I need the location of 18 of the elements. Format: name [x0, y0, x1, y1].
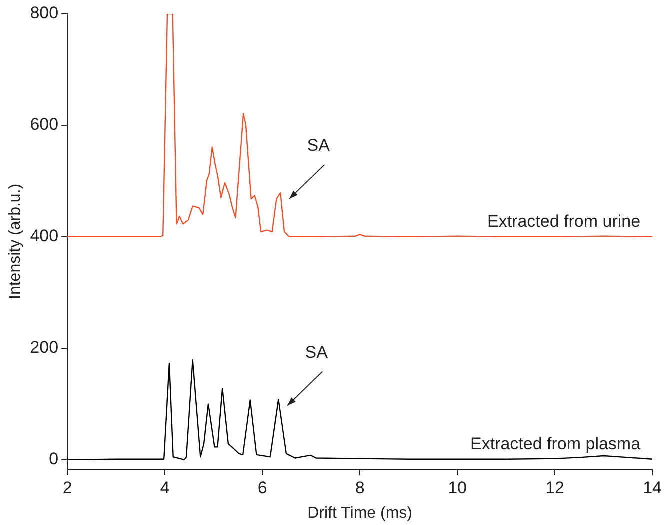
y-tick-label: 600	[30, 115, 59, 134]
x-tick-label: 10	[448, 478, 468, 498]
y-tick-label: 800	[30, 4, 59, 23]
y-tick-label: 400	[30, 226, 59, 246]
series-label: Extracted from urine	[487, 212, 641, 232]
y-axis-title: Intensity (arb.u.)	[7, 184, 24, 300]
x-tick-label: 6	[258, 478, 268, 498]
y-tick-label: 200	[30, 338, 59, 358]
annotation: SA	[305, 342, 329, 362]
x-tick-label: 4	[160, 478, 170, 498]
series-label: Extracted from plasma	[470, 434, 642, 454]
x-tick-label: 12	[546, 478, 565, 498]
x-tick-label: 8	[355, 478, 365, 498]
x-tick-label: 14	[643, 478, 662, 498]
x-axis-title: Drift Time (ms)	[308, 504, 412, 522]
annotation: SA	[307, 136, 331, 156]
y-tick-label: 0	[49, 450, 59, 469]
x-tick-label: 2	[62, 478, 72, 498]
